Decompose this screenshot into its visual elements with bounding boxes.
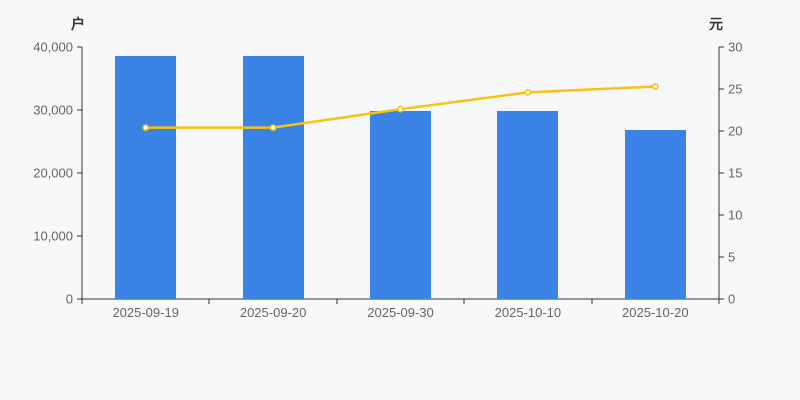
y-axis-left-tick-label: 0 (66, 292, 73, 307)
y-axis-right-tick-label: 25 (728, 82, 742, 97)
bar[interactable] (497, 111, 558, 299)
line-point[interactable] (651, 83, 659, 90)
x-axis-tick-label: 2025-09-20 (240, 305, 307, 320)
y-axis-right-tick-label: 5 (728, 250, 735, 265)
x-axis-tick-label: 2025-09-19 (112, 305, 179, 320)
y-axis-left-tick-label: 20,000 (33, 166, 73, 181)
line-point[interactable] (397, 105, 404, 113)
line-point[interactable] (142, 124, 150, 131)
x-axis-tick-label: 2025-10-20 (622, 305, 689, 320)
line-point[interactable] (269, 124, 277, 131)
y-axis-left-tick-label: 10,000 (33, 229, 73, 244)
y-axis-left-tick-label: 30,000 (33, 103, 73, 118)
bar[interactable] (370, 111, 431, 299)
axes: 0 10,000 20,000 30,000 40,000 户 0 5 10 15 20 25 30 元 2… (33, 16, 742, 320)
y-axis-left-tick-label: 40,000 (33, 40, 73, 55)
y-axis-right-tick-label: 15 (728, 166, 742, 181)
bar[interactable] (115, 56, 176, 299)
bar[interactable] (243, 56, 304, 299)
x-axis-tick-label: 2025-10-10 (495, 305, 562, 320)
bar[interactable] (625, 130, 686, 299)
bar-series (115, 56, 686, 299)
y-axis-left: 0 10,000 20,000 30,000 40,000 户 (33, 16, 85, 307)
y-axis-left-name: 户 (71, 16, 85, 32)
x-axis: 2025-09-19 2025-09-20 2025-09-30 2025-10-10… (81, 298, 720, 320)
y-axis-right-tick-label: 30 (728, 40, 742, 55)
line-point[interactable] (524, 89, 532, 96)
y-axis-right: 0 5 10 15 20 25 30 元 (709, 16, 742, 307)
y-axis-right-name: 元 (709, 16, 723, 32)
y-axis-right-tick-label: 0 (728, 292, 735, 307)
x-axis-tick-label: 2025-09-30 (367, 305, 434, 320)
y-axis-right-tick-label: 10 (728, 208, 742, 223)
y-axis-right-tick-label: 20 (728, 124, 742, 139)
line-series (142, 83, 659, 131)
